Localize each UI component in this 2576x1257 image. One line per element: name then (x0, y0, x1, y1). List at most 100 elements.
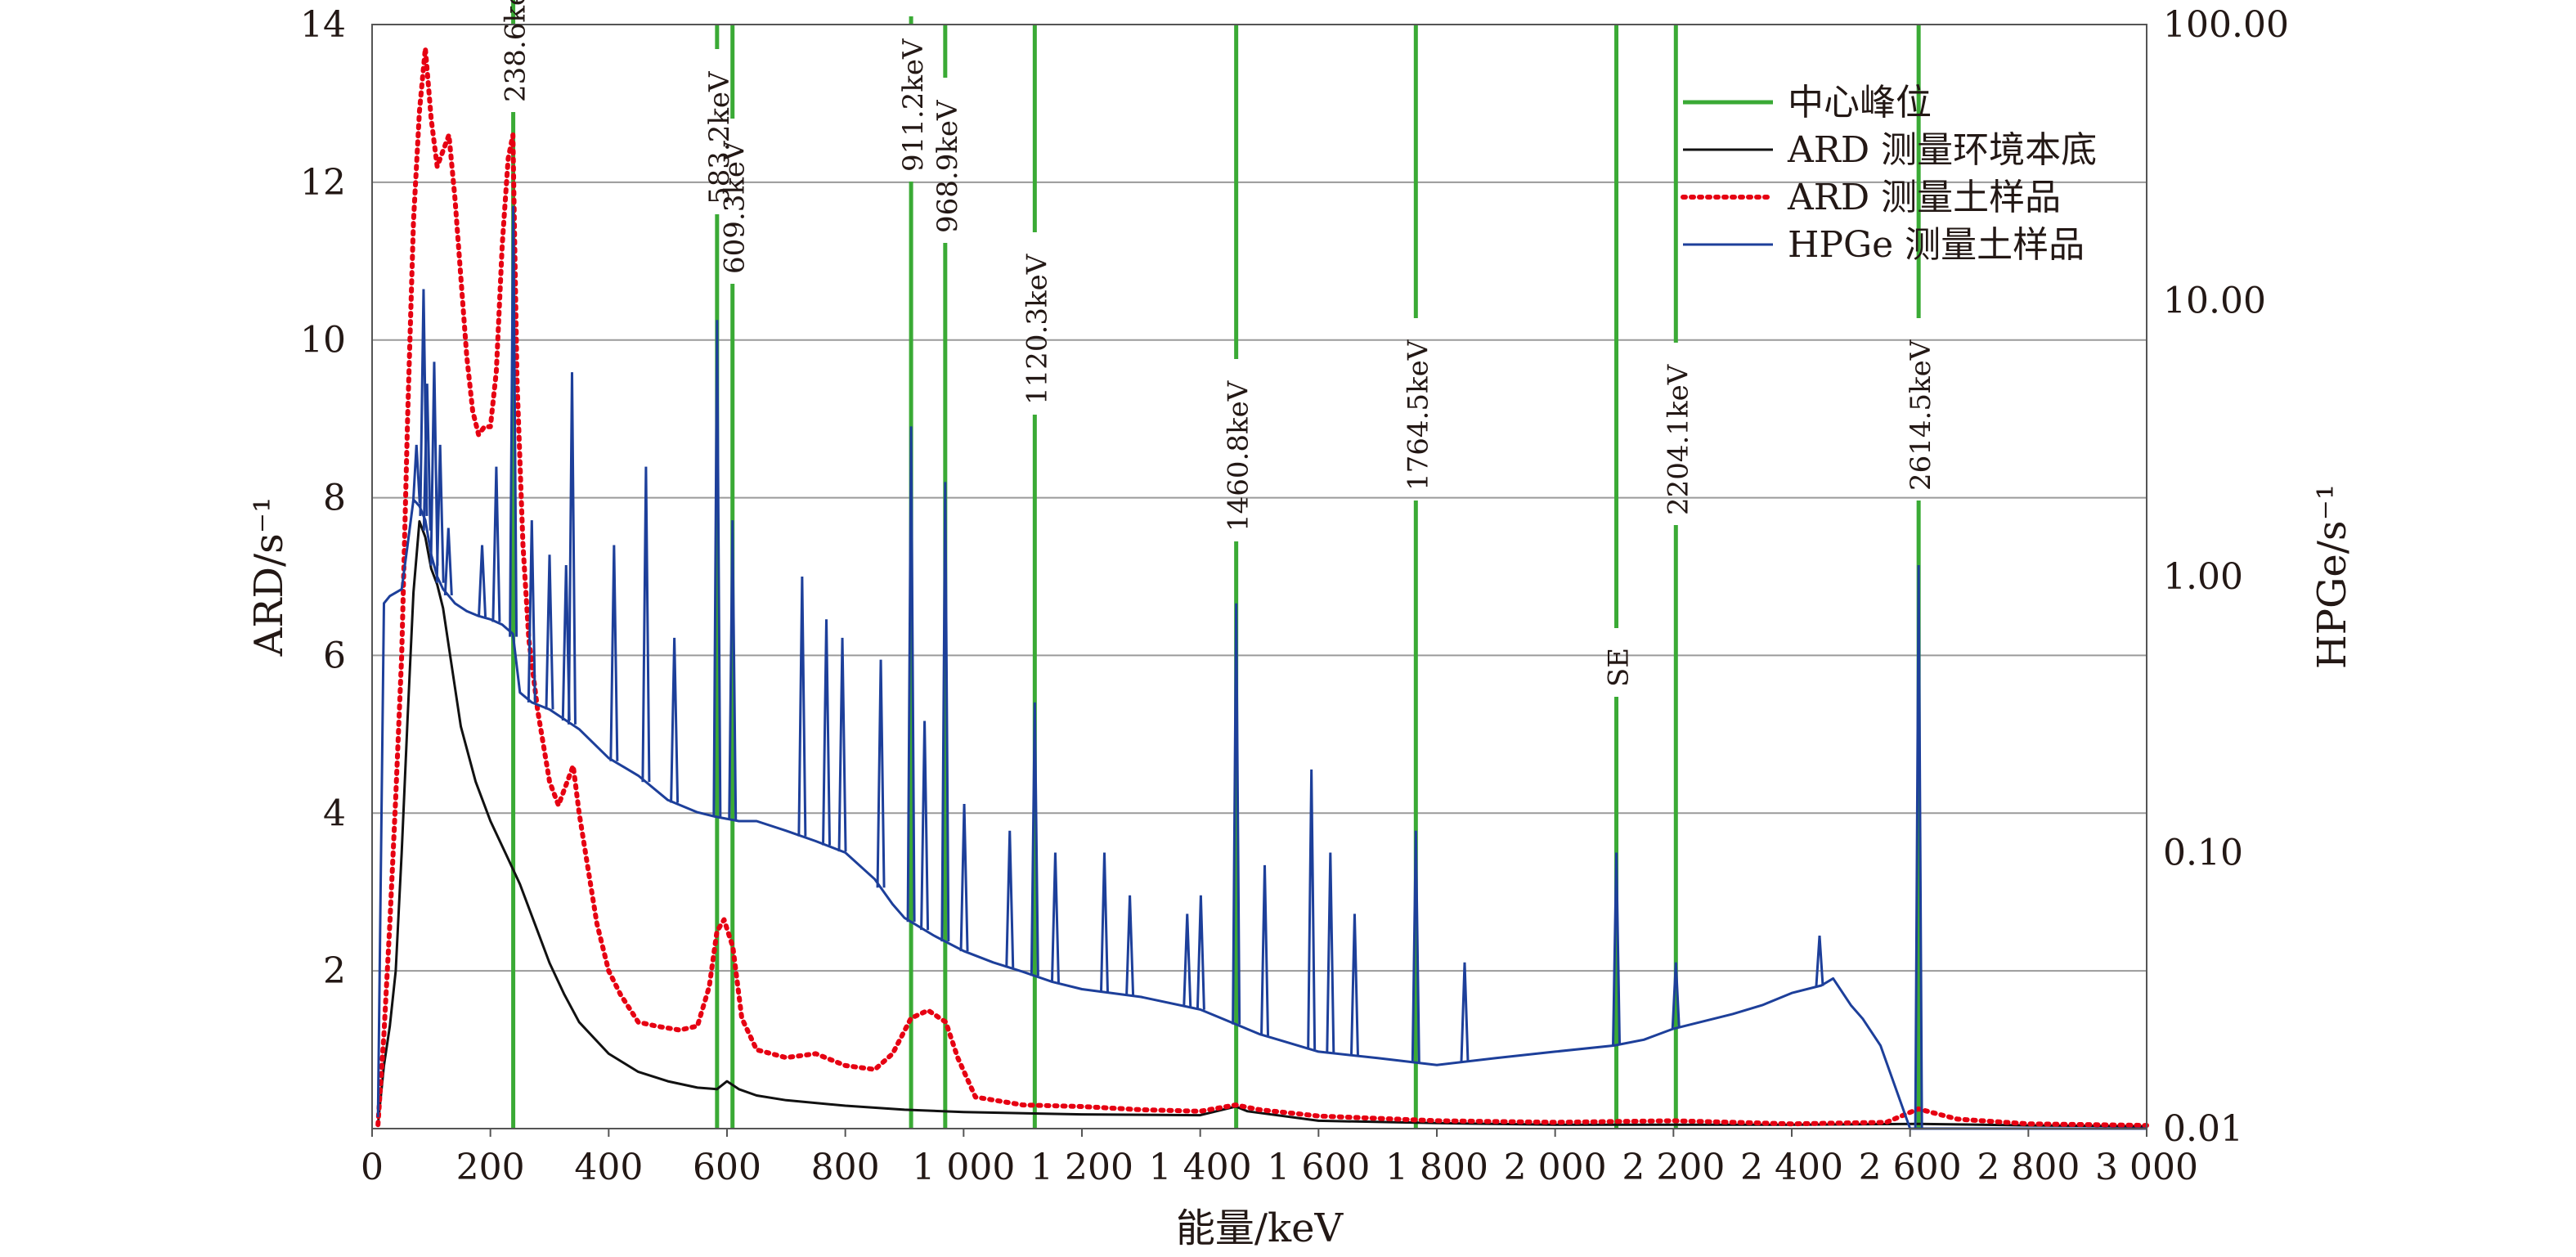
y2-tick-label: 0.01 (2163, 1108, 2243, 1150)
legend-label-2: ARD 测量土样品 (1787, 177, 2061, 218)
hpge-peak-9 (527, 520, 536, 703)
x-tick-label: 200 (456, 1147, 525, 1188)
hpge-peak-31 (1183, 914, 1192, 1008)
hpge-peak-24 (940, 482, 950, 942)
hpge-peak-32 (1196, 895, 1205, 1010)
hpge-peak-28 (1050, 852, 1060, 983)
hpge-peak-17 (728, 520, 738, 820)
x-tick-label: 2 200 (1622, 1147, 1725, 1188)
x-tick-label: 3 000 (2095, 1147, 2198, 1188)
x-axis-title: 能量/keV (1176, 1205, 1344, 1251)
hpge-peak-22 (906, 426, 916, 923)
y2-tick-label: 100.00 (2163, 4, 2289, 46)
peak-label-7: 1764.5keV (1402, 339, 1434, 491)
legend-label-3: HPGe 测量土样品 (1788, 224, 2085, 266)
hpge-peak-34 (1260, 864, 1270, 1036)
y2-tick-label: 10.00 (2163, 281, 2266, 322)
hpge-peak-19 (822, 619, 832, 846)
peak-label-8: SE (1603, 648, 1636, 687)
hpge-peak-29 (1099, 852, 1109, 993)
y2-tick-label: 0.10 (2163, 833, 2243, 874)
series-0 (376, 520, 2147, 1128)
y2-axis-ticks: 0.01 0.10 1.00 10.00 100.00 (2163, 4, 2289, 1150)
x-tick-label: 1 400 (1149, 1147, 1252, 1188)
hpge-peak-0 (411, 444, 421, 503)
x-axis-ticks: 0 200 400 600 800 1 000 1 200 1 400 1 600 1 800 2 … (361, 1129, 2198, 1188)
y-tick-label: 2 (323, 950, 346, 992)
hpge-peak-26 (1005, 830, 1015, 968)
y-axis-ticks: 2 4 6 8 10 12 14 (300, 4, 346, 992)
axes (371, 24, 2147, 1129)
y-tick-label: 6 (323, 635, 346, 676)
hpge-peak-35 (1307, 769, 1317, 1050)
hpge-peak-5 (443, 527, 453, 596)
hpge-peak-30 (1125, 895, 1135, 996)
hpge-peak-33 (1232, 603, 1241, 1025)
x-tick-label: 2 600 (1859, 1147, 1962, 1188)
hpge-peak-15 (670, 637, 680, 803)
peak-label-5: 1120.3keV (1021, 253, 1053, 405)
x-tick-label: 1 000 (912, 1147, 1015, 1188)
hpge-peak-6 (478, 545, 487, 617)
hpge-peak-37 (1349, 914, 1359, 1056)
plot-frame (371, 24, 2147, 1129)
hpge-peak-20 (837, 637, 847, 852)
y2-axis-title: HPGe/s⁻¹ (2309, 484, 2355, 669)
y-tick-label: 4 (323, 792, 346, 834)
hpge-peak-39 (1460, 962, 1470, 1062)
hpge-peak-14 (641, 466, 651, 783)
legend: 中心峰位 ARD 测量环境本底 ARD 测量土样品 HPGe 测量土样品 (1681, 82, 2097, 266)
hpge-peak-42 (1815, 936, 1824, 986)
hpge-peak-16 (712, 320, 722, 817)
hpge-peak-13 (609, 545, 619, 761)
hpge-peak-43 (1914, 565, 1923, 1129)
hpge-peak-3 (429, 361, 439, 566)
hpge-peak-7 (491, 466, 501, 622)
hpge-peak-12 (567, 372, 577, 725)
peak-label-2: 609.3keV (719, 140, 752, 274)
hpge-peak-23 (920, 721, 930, 931)
y2-tick-label: 1.00 (2163, 556, 2243, 598)
x-tick-label: 400 (574, 1147, 643, 1188)
x-tick-label: 2 400 (1740, 1147, 1843, 1188)
x-tick-label: 800 (811, 1147, 880, 1188)
hpge-peak-38 (1411, 830, 1420, 1063)
hpge-peak-25 (959, 804, 969, 952)
hpge-peak-18 (797, 576, 807, 837)
y-tick-label: 8 (323, 478, 346, 519)
x-tick-label: 2 800 (1977, 1147, 2080, 1188)
hpge-peak-36 (1326, 852, 1335, 1053)
hpge-peak-40 (1612, 852, 1622, 1045)
hpge-peak-8 (509, 205, 518, 637)
legend-label-1: ARD 测量环境本底 (1787, 129, 2097, 171)
data-series (375, 45, 2149, 1130)
peak-label-0: 238.6keV (500, 0, 532, 102)
x-tick-label: 0 (361, 1147, 384, 1188)
hpge-peak-27 (1030, 702, 1039, 976)
peak-label-4: 968.9keV (931, 99, 964, 233)
peak-label-1: 583.2keV (703, 70, 736, 204)
x-tick-label: 1 600 (1267, 1147, 1370, 1188)
series-1 (375, 45, 2149, 1129)
y-tick-label: 12 (300, 162, 346, 204)
y-tick-label: 10 (300, 320, 346, 361)
x-tick-label: 2 000 (1504, 1147, 1607, 1188)
grid-lines (372, 181, 2147, 972)
peak-label-10: 2614.5keV (1905, 339, 1937, 491)
peak-label-6: 1460.8keV (1223, 379, 1255, 532)
series-2 (376, 498, 2147, 1130)
x-tick-label: 600 (693, 1147, 761, 1188)
hpge-peak-2 (422, 384, 432, 531)
hpge-peak-4 (435, 444, 445, 583)
hpge-peak-41 (1671, 962, 1681, 1029)
x-tick-label: 1 200 (1030, 1147, 1133, 1188)
y-axis-title: ARD/s⁻¹ (246, 497, 292, 658)
y-tick-label: 14 (300, 4, 346, 46)
legend-label-0: 中心峰位 (1788, 82, 1932, 123)
peak-label-3: 911.2keV (897, 38, 930, 172)
x-tick-label: 1 800 (1385, 1147, 1488, 1188)
peak-label-9: 2204.1keV (1662, 363, 1694, 515)
hpge-peak-21 (876, 659, 886, 888)
